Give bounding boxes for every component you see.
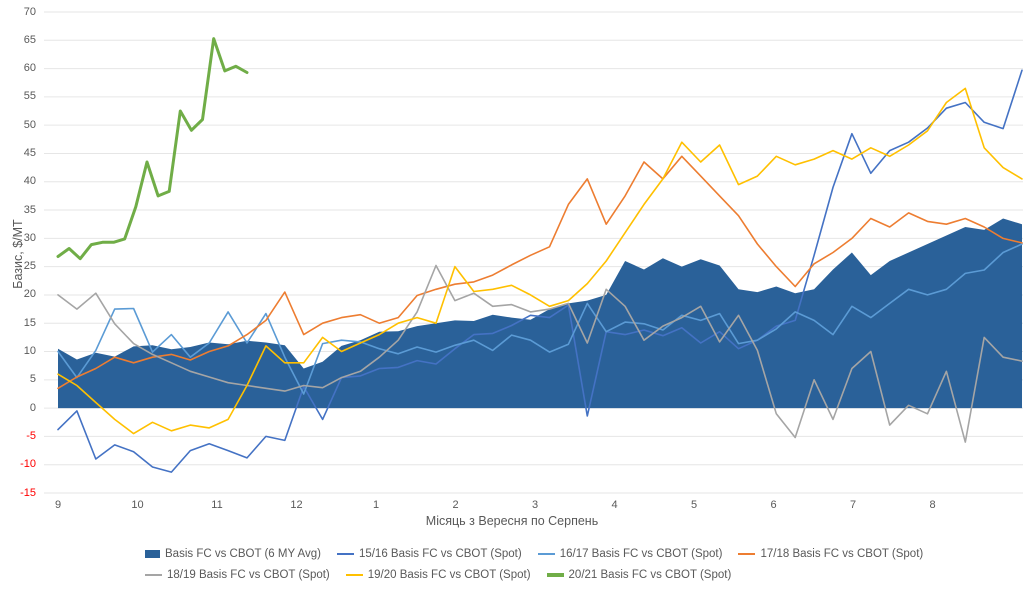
x-tick-label: 10 (131, 499, 144, 511)
legend-line-swatch-icon (336, 552, 354, 556)
series-line-4 (57, 264, 1023, 443)
y-tick-label: 55 (23, 90, 36, 103)
legend-line-swatch-icon (546, 573, 564, 577)
series-line-3 (57, 155, 1023, 390)
y-tick-label: -10 (20, 458, 36, 471)
x-tick-label: 1 (372, 499, 380, 511)
y-axis-title: Базис, $/MT (11, 219, 25, 289)
y-tick-label: 40 (23, 175, 36, 188)
legend-line-swatch-icon (145, 573, 162, 577)
legend-line-swatch-icon (537, 552, 555, 556)
legend-label: 17/18 Basis FC vs CBOT (Spot) (760, 548, 924, 560)
x-tick-label: 2 (452, 499, 459, 511)
y-tick-label: 0 (29, 401, 36, 414)
x-tick-label: 11 (211, 499, 223, 511)
legend-item[interactable]: 16/17 Basis FC vs CBOT (Spot) (537, 548, 723, 560)
x-tick-label: 7 (849, 499, 857, 511)
y-tick-label: 30 (23, 231, 36, 244)
legend-item[interactable]: 15/16 Basis FC vs CBOT (Spot) (336, 548, 522, 560)
legend-row: 18/19 Basis FC vs CBOT (Spot) 19/20 Basis… (145, 569, 939, 581)
series-line-2 (57, 243, 1023, 395)
legend-item[interactable]: Basis FC vs CBOT (6 MY Avg) (145, 548, 321, 560)
legend-label: 18/19 Basis FC vs CBOT (Spot) (167, 569, 330, 581)
legend-item[interactable]: 19/20 Basis FC vs CBOT (Spot) (345, 569, 531, 581)
x-axis-title: Місяць з Вересня по Серпень (425, 514, 599, 528)
y-tick-label: -5 (26, 429, 36, 442)
y-tick-label: 45 (23, 146, 36, 159)
x-tick-label: 8 (929, 499, 936, 511)
x-tick-label: 4 (611, 499, 618, 511)
legend-area-swatch-icon (145, 550, 160, 558)
y-tick-label: -15 (20, 486, 36, 499)
legend-label: 16/17 Basis FC vs CBOT (Spot) (559, 548, 723, 560)
y-tick-label: 25 (23, 260, 36, 273)
x-tick-label: 3 (531, 499, 539, 511)
y-tick-label: 65 (23, 33, 36, 46)
y-tick-label: 10 (23, 345, 36, 358)
legend-item[interactable]: 17/18 Basis FC vs CBOT (Spot) (738, 548, 923, 560)
legend-label: 19/20 Basis FC vs CBOT (Spot) (367, 569, 531, 581)
y-tick-label: 70 (23, 5, 36, 18)
x-tick-label: 12 (290, 499, 303, 511)
legend-row: Basis FC vs CBOT (6 MY Avg) 15/16 Basis F… (145, 548, 939, 560)
series-line-6 (56, 37, 249, 261)
y-tick-label: 5 (29, 373, 36, 386)
chart-legend: Basis FC vs CBOT (6 MY Avg) 15/16 Basis F… (145, 548, 939, 590)
legend-item[interactable]: 18/19 Basis FC vs CBOT (Spot) (145, 569, 330, 581)
legend-item[interactable]: 20/21 Basis FC vs CBOT (Spot) (546, 569, 732, 581)
x-tick-label: 5 (690, 499, 698, 511)
y-tick-label: 35 (23, 203, 36, 216)
legend-line-swatch-icon (738, 552, 756, 556)
y-tick-label: 15 (23, 316, 36, 329)
legend-label: 15/16 Basis FC vs CBOT (Spot) (358, 548, 522, 560)
x-tick-label: 9 (54, 499, 62, 511)
y-tick-label: 50 (23, 118, 36, 131)
y-tick-label: 60 (23, 62, 36, 75)
x-tick-label: 6 (770, 499, 777, 511)
legend-line-swatch-icon (345, 573, 363, 577)
legend-label: 20/21 Basis FC vs CBOT (Spot) (568, 569, 732, 581)
series-area-0 (58, 218, 1022, 409)
series-line-5 (57, 87, 1023, 435)
y-tick-label: 20 (23, 288, 36, 301)
legend-label: Basis FC vs CBOT (6 MY Avg) (165, 548, 321, 560)
